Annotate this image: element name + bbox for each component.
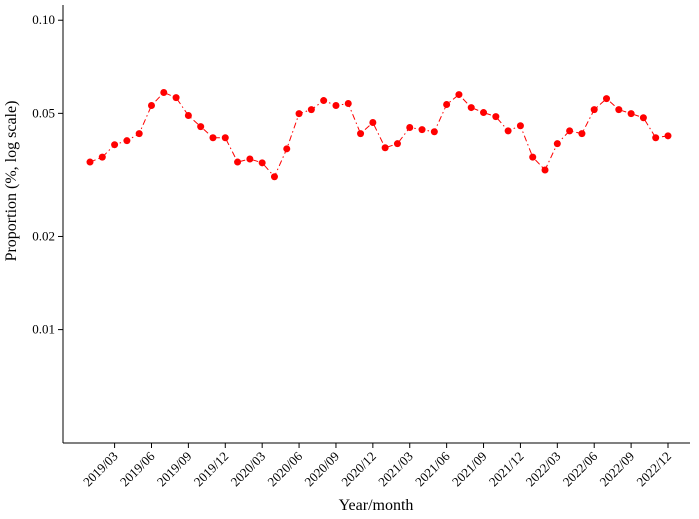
x-tick-label: 2020/06 <box>264 448 305 489</box>
data-point <box>172 94 180 102</box>
x-tick-label: 2022/03 <box>523 449 564 490</box>
data-point <box>455 91 463 99</box>
y-tick-label: 0.02 <box>32 228 55 243</box>
data-point <box>381 144 389 152</box>
data-point <box>652 134 660 142</box>
data-point <box>430 128 438 136</box>
data-point <box>332 102 340 110</box>
x-tick-label: 2019/12 <box>191 449 232 490</box>
x-tick-label: 2019/09 <box>154 449 195 490</box>
data-point <box>590 106 598 114</box>
data-point <box>246 155 254 163</box>
x-tick-label: 2020/09 <box>301 449 342 490</box>
data-point <box>98 153 106 161</box>
y-tick-label: 0.10 <box>32 12 55 27</box>
data-point <box>270 173 278 181</box>
data-point <box>86 158 94 166</box>
data-point <box>258 159 266 167</box>
y-tick-label: 0.05 <box>32 105 55 120</box>
x-tick-label: 2021/03 <box>375 449 416 490</box>
data-point <box>209 134 217 142</box>
data-point <box>443 101 451 109</box>
data-point <box>147 102 155 110</box>
data-point <box>492 113 500 121</box>
data-point <box>295 110 303 118</box>
data-point <box>553 140 561 148</box>
data-point <box>221 134 229 142</box>
data-point <box>603 95 611 103</box>
data-point <box>406 124 414 132</box>
x-tick-label: 2020/03 <box>228 449 269 490</box>
x-tick-label: 2022/06 <box>560 448 601 489</box>
data-point <box>566 127 574 135</box>
x-tick-label: 2020/12 <box>338 449 379 490</box>
data-point <box>369 119 377 127</box>
x-tick-label: 2021/06 <box>412 448 453 489</box>
y-tick-label: 0.01 <box>32 322 55 337</box>
data-point <box>357 130 365 138</box>
data-point <box>197 123 205 131</box>
data-point <box>615 106 623 114</box>
data-point <box>111 141 119 149</box>
data-point <box>234 158 242 166</box>
y-axis-label: Proportion (%, log scale) <box>3 101 20 262</box>
data-point <box>123 137 131 145</box>
data-point <box>135 130 143 138</box>
data-point <box>627 110 635 118</box>
data-point <box>344 100 352 108</box>
data-point <box>516 122 524 130</box>
data-point <box>393 140 401 148</box>
data-point <box>504 127 512 135</box>
data-point <box>529 153 537 161</box>
data-point <box>639 114 647 122</box>
data-point <box>184 112 192 120</box>
x-tick-label: 2021/09 <box>449 449 490 490</box>
data-point <box>283 145 291 153</box>
data-point <box>480 109 488 117</box>
data-point <box>320 97 328 105</box>
x-tick-label: 2021/12 <box>486 449 527 490</box>
data-line <box>89 91 669 178</box>
x-tick-label: 2022/12 <box>633 449 674 490</box>
data-point <box>578 130 586 138</box>
x-tick-label: 2019/03 <box>80 449 121 490</box>
x-tick-label: 2022/09 <box>596 449 637 490</box>
data-point <box>467 104 475 112</box>
data-point <box>160 88 168 96</box>
data-point <box>418 126 426 134</box>
data-point <box>541 166 549 174</box>
x-tick-label: 2019/06 <box>117 448 158 489</box>
x-axis-label: Year/month <box>339 497 414 514</box>
data-point <box>307 106 315 114</box>
data-point <box>664 132 672 140</box>
